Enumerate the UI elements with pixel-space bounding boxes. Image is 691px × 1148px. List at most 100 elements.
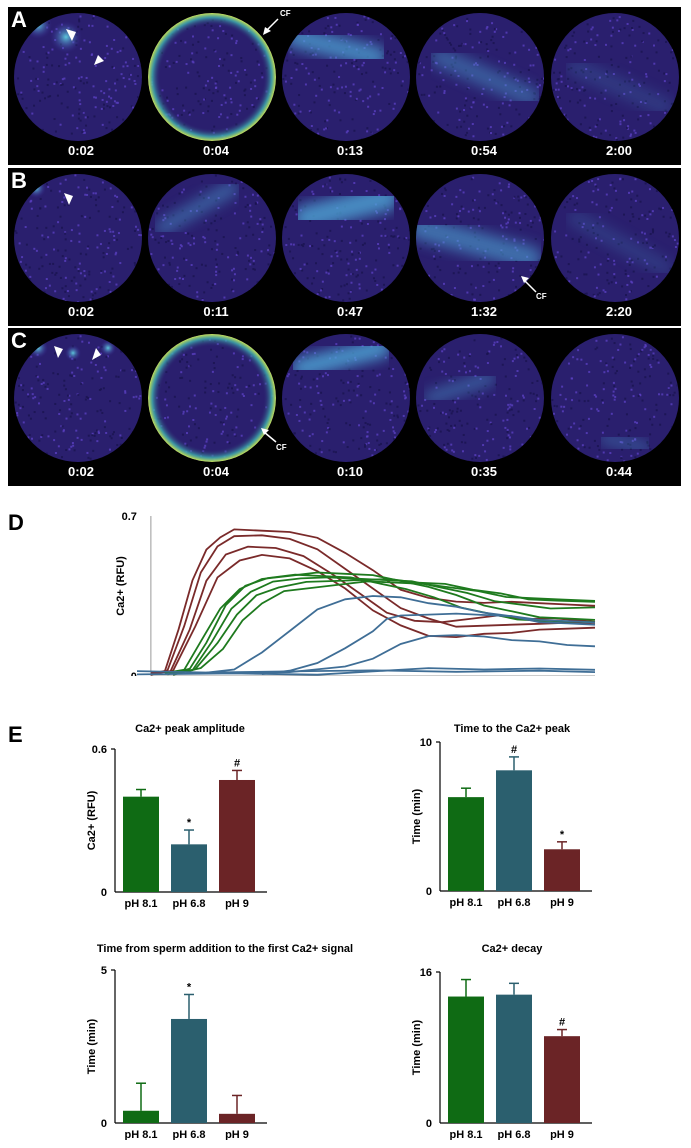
category-label: pH 9 [550,1129,574,1140]
image-row-a: A 0:02 0:04 0:13 0:54 2:00 CF [8,7,681,165]
bar [448,996,484,1123]
category-label: pH 6.8 [172,898,205,910]
series-line [150,553,596,675]
time-label: 2:00 [605,143,633,158]
arrowhead-icon [54,346,63,358]
egg-cell [14,13,142,141]
image-row-b: B 0:02 0:11 0:47 1:32 2:20 CF [8,168,681,326]
y-tick-label: 0 [101,1118,107,1130]
significance-mark: * [187,981,192,993]
y-axis-label: Time (min) [86,1018,98,1074]
y-tick-label: 0 [101,887,107,899]
time-label: 0:44 [605,464,633,479]
egg-cell [148,174,276,302]
panel-letter-b: B [11,168,27,193]
cf-arrow-icon [263,431,277,443]
time-label: 0:02 [67,143,95,158]
time-label: 0:35 [470,464,498,479]
series-line [175,580,596,675]
bar [171,1018,207,1123]
series-line [164,571,596,674]
category-label: pH 6.8 [497,897,530,909]
egg-cell [416,13,544,141]
cf-label: CF [536,292,547,301]
significance-mark: # [559,1017,565,1029]
time-label: 0:13 [336,143,364,158]
egg-images-b [14,174,679,302]
significance-mark: * [187,817,192,829]
y-axis-label: Ca2+ (RFU) [86,790,98,850]
significance-mark: # [511,744,517,756]
time-label: 0:02 [67,464,95,479]
y-tick-label: 16 [420,967,432,979]
egg-cell [282,13,410,141]
y-tick-label: 0 [426,1118,432,1130]
y-tick-label: 0 [426,886,432,898]
category-label: pH 9 [225,898,249,910]
panel-letter-a: A [11,7,27,32]
time-label: 0:02 [67,304,95,319]
series-line [136,669,596,674]
category-label: pH 6.8 [172,1129,205,1140]
bar [123,1110,159,1123]
y-tick-label: 10 [420,737,432,749]
egg-cell [148,13,276,141]
line-chart-calcium: 05101500.7Time (min)Ca2+ (RFU) [115,511,596,676]
arrowhead-icon [92,348,101,360]
chart-title: Time to the Ca2+ peak [454,723,571,735]
bar [123,796,159,892]
arrowhead-icon [64,193,73,205]
egg-cell [148,334,276,462]
category-label: pH 8.1 [449,1129,482,1140]
bar [448,797,484,891]
egg-cell [282,334,410,462]
bar-chart-time-to-peak: Time to the Ca2+ peak 0 10 Time (min) pH 8.1… [411,723,592,909]
bar [171,844,207,892]
bar-chart-decay: Ca2+ decay 0 16 Time (min) pH 8.1 pH 6.8 # pH 9 [411,943,592,1140]
series-line [136,667,596,676]
chart-title: Time from sperm addition to the first Ca… [97,943,353,955]
bar [219,1113,255,1123]
egg-cell [14,334,142,462]
time-label: 0:11 [203,304,229,319]
egg-images-c [14,334,679,462]
category-label: pH 8.1 [449,897,482,909]
category-label: pH 9 [225,1129,249,1140]
bar-chart-first-signal: Time from sperm addition to the first Ca… [86,943,353,1140]
egg-cell [416,334,544,462]
panel-letter-e: E [8,722,23,747]
egg-images-a [14,13,679,141]
y-tick-label: 0.7 [122,511,137,523]
cf-arrow-icon [523,279,537,293]
category-label: pH 6.8 [497,1129,530,1140]
egg-cell [551,174,679,302]
cf-label: CF [280,9,291,18]
egg-cell [551,13,679,141]
series-line [170,576,596,675]
category-label: pH 9 [550,897,574,909]
bar [544,849,580,891]
panel-letter-d: D [8,510,24,535]
egg-cell [14,174,142,302]
category-label: pH 8.1 [124,1129,157,1140]
time-label: 0:04 [202,464,230,479]
cf-label: CF [276,443,287,452]
y-axis-label: Time (min) [411,1019,423,1075]
bar [496,994,532,1123]
bar [544,1036,580,1123]
y-axis-label: Ca2+ (RFU) [115,556,127,616]
series-line [172,578,596,676]
significance-mark: # [234,757,240,769]
y-tick-label: 5 [101,965,107,977]
time-label: 0:47 [336,304,364,319]
series-line [234,634,596,674]
chart-title: Ca2+ peak amplitude [135,723,245,735]
chart-title: Ca2+ decay [482,943,544,955]
series-line [206,595,596,674]
category-label: pH 8.1 [124,898,157,910]
bar [496,770,532,891]
panel-letter-c: C [11,328,27,353]
egg-cell [551,334,679,462]
arrowhead-icon [94,55,104,65]
image-row-c: C 0:02 0:04 0:10 0:35 0:44 CF [8,328,681,486]
